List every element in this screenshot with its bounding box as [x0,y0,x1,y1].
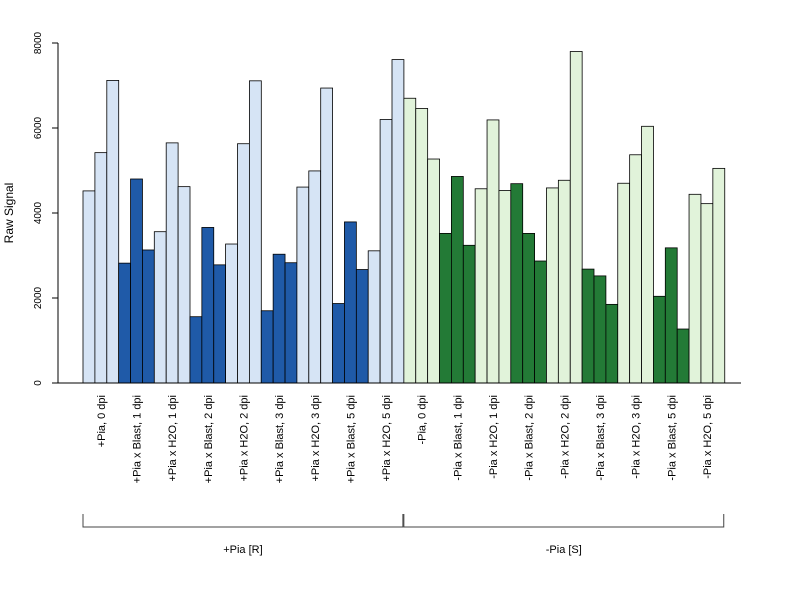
bar [260,310,274,384]
y-tick-label: 8000 [33,31,44,54]
category-label: +Pia x Blast, 1 dpi [132,395,144,483]
group-bracket [403,514,725,528]
category-label: -Pia x H2O, 2 dpi [559,395,571,479]
category-label: -Pia x H2O, 5 dpi [702,395,714,479]
bar [367,250,381,384]
bar [415,108,429,384]
bar [320,87,334,384]
category-label: -Pia x H2O, 1 dpi [488,395,500,479]
bar [427,158,440,384]
group-label: -Pia [S] [546,544,582,556]
bar [462,244,476,384]
bar [712,167,726,384]
category-label: +Pia x Blast, 5 dpi [345,395,357,483]
group-bracket [82,514,404,528]
bar [355,269,369,384]
bar [201,227,215,384]
bar [94,152,108,384]
bar [284,262,298,384]
bar [379,119,393,384]
bar [557,179,571,384]
bar [189,316,203,384]
bar [82,190,96,384]
bar [486,119,500,384]
y-tick-label: 2000 [33,286,44,309]
bar [474,188,488,384]
bar [569,51,583,384]
bar [664,247,678,384]
bar [272,253,286,384]
bar [403,97,417,384]
bar [153,231,167,384]
bar [439,232,452,384]
bar [653,295,666,384]
bar [237,143,250,384]
category-label: +Pia x H2O, 5 dpi [381,395,393,482]
bar [213,264,227,384]
bar [688,193,702,384]
category-label: +Pia x H2O, 3 dpi [310,395,322,482]
category-labels: +Pia, 0 dpi +Pia x Blast, 1 dpi +Pia x H2O… [96,395,714,483]
bar [344,221,357,384]
bar [332,303,345,384]
category-label: -Pia x Blast, 3 dpi [595,395,607,481]
y-tick-label: 0 [33,380,44,386]
bar [522,232,536,384]
category-label: -Pia x Blast, 5 dpi [666,395,678,481]
bar [391,59,405,384]
y-axis: 0 2000 4000 6000 8000 [33,31,59,386]
bar [118,262,131,384]
bar [296,186,310,384]
bar [498,190,512,384]
bar [177,186,191,384]
bar [593,275,607,384]
bar [106,80,120,384]
bar [142,249,155,384]
bar [308,170,322,384]
bar [676,328,690,384]
category-label: -Pia x H2O, 3 dpi [631,395,643,479]
category-label: +Pia x H2O, 2 dpi [238,395,250,482]
category-label: +Pia x Blast, 2 dpi [203,395,215,483]
bar [629,154,642,384]
bar [700,203,714,384]
category-label: -Pia x Blast, 2 dpi [524,395,536,481]
bar [581,268,595,384]
bar [617,182,631,384]
bar [534,260,547,384]
group-brackets: +Pia [R] -Pia [S] [82,514,725,556]
bar [641,125,654,384]
bars [82,51,726,384]
bar [248,80,262,384]
bar [225,243,238,384]
bar [130,178,143,384]
bar [605,303,619,384]
bar [165,142,179,384]
category-label: -Pia x Blast, 1 dpi [452,395,464,481]
bar [450,176,464,384]
group-label: +Pia [R] [223,544,262,556]
y-tick-label: 6000 [33,116,44,139]
bar [510,183,524,384]
bar [546,187,559,384]
category-label: +Pia x Blast, 3 dpi [274,395,286,483]
y-axis-title: Raw Signal [2,183,16,244]
category-label: +Pia x H2O, 1 dpi [167,395,179,482]
y-tick-label: 4000 [33,201,44,224]
category-label: -Pia, 0 dpi [417,395,429,445]
category-label: +Pia, 0 dpi [96,395,108,447]
